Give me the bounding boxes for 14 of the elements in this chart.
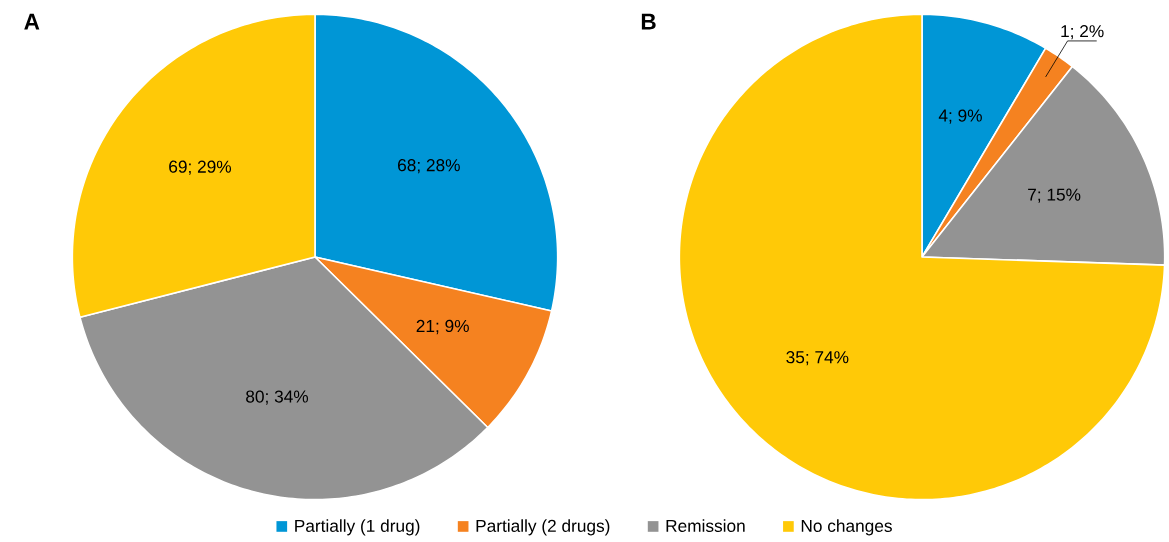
- chart-title: A: [24, 13, 40, 30]
- data-label: 7; 15%: [1028, 188, 1081, 203]
- legend-label: Remission: [666, 519, 745, 532]
- data-label: 4; 9%: [938, 109, 982, 124]
- legend-label: Partially (1 drug): [295, 519, 420, 536]
- data-label: 35; 74%: [786, 351, 849, 366]
- data-label: 68; 28%: [398, 159, 460, 174]
- legend-label: No changes: [801, 519, 892, 536]
- data-label: 21; 9%: [416, 319, 469, 335]
- data-label: 69; 29%: [169, 160, 232, 175]
- chart-title: B: [641, 13, 656, 30]
- data-label: 1; 2%: [1061, 25, 1104, 40]
- data-label: 80; 34%: [246, 390, 309, 405]
- legend-label: Partially (2 drugs): [476, 519, 610, 536]
